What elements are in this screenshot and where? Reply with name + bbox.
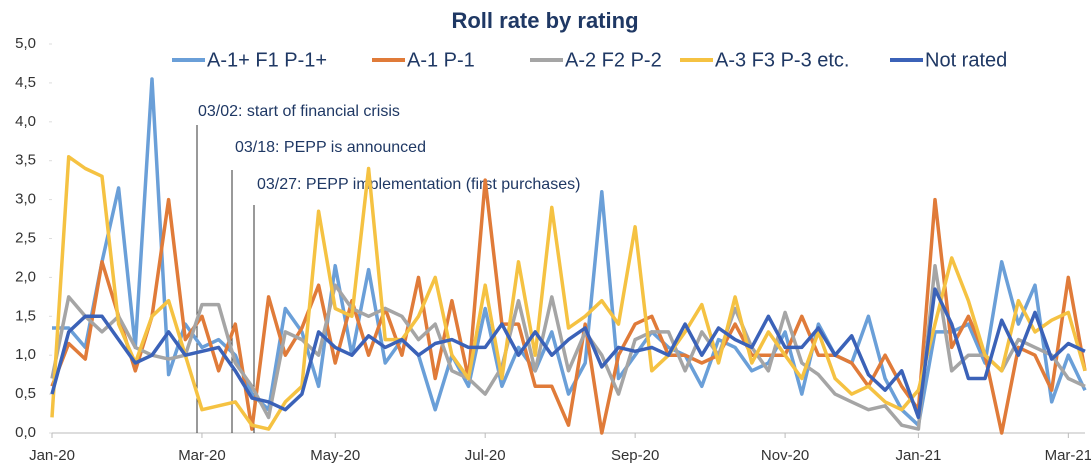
legend-label: A-1+ F1 P-1+: [207, 49, 327, 71]
y-tick-label: 0,0: [15, 424, 36, 441]
y-tick-label: 2,5: [15, 229, 36, 246]
annotation: 03/18: PEPP is announced: [235, 139, 426, 156]
x-tick-label: Sep-20: [611, 447, 659, 464]
y-tick-label: 5,0: [15, 35, 36, 52]
y-tick-label: 0,5: [15, 385, 36, 402]
x-tick-label: May-20: [310, 447, 360, 464]
series-line: [50, 263, 1086, 431]
annotation: 03/02: start of financial crisis: [198, 103, 400, 120]
y-tick-label: 1,0: [15, 346, 36, 363]
y-tick-label: 3,0: [15, 191, 36, 208]
y-tick-label: 4,5: [15, 74, 36, 91]
series-line: [52, 77, 1087, 427]
legend-label: A-2 F2 P-2: [565, 49, 662, 71]
chart-title: Roll rate by rating: [451, 8, 638, 33]
legend-label: A-3 F3 P-3 etc.: [715, 49, 850, 71]
x-tick-label: Mar-21: [1045, 447, 1091, 464]
y-tick-label: 1,5: [15, 307, 36, 324]
legend-label: A-1 P-1: [407, 49, 475, 71]
x-tick-label: Nov-20: [761, 447, 809, 464]
x-tick-label: Jan-20: [29, 447, 75, 464]
y-tick-label: 2,0: [15, 268, 36, 285]
y-tick-label: 3,5: [15, 152, 36, 169]
series-line: [50, 287, 1086, 420]
x-tick-label: Mar-20: [178, 447, 226, 464]
legend-label: Not rated: [925, 49, 1007, 71]
x-tick-label: Jul-20: [465, 447, 506, 464]
x-tick-label: Jan-21: [895, 447, 941, 464]
annotation: 03/27: PEPP implementation (first purcha…: [257, 176, 580, 193]
y-tick-label: 4,0: [15, 113, 36, 130]
